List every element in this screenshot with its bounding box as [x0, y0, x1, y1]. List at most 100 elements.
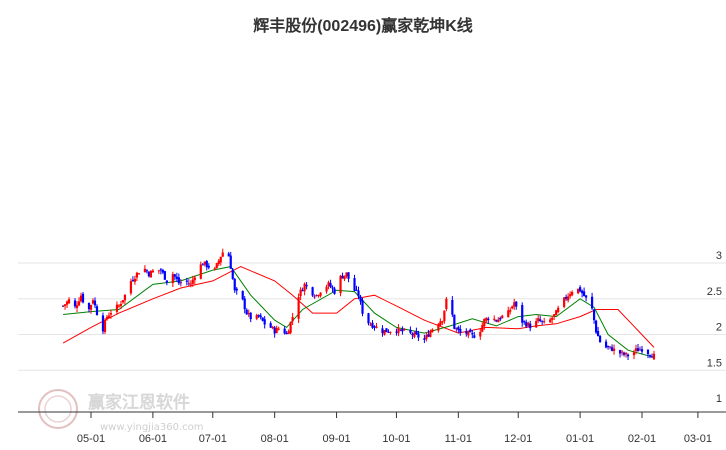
y-tick-label: 3 [716, 250, 722, 262]
candle-body [648, 355, 652, 357]
candle-body [259, 315, 262, 318]
candle-body [353, 278, 356, 291]
candle-body [371, 322, 374, 328]
candle-body [245, 309, 248, 315]
candle-body [383, 330, 386, 335]
candle-body [652, 353, 656, 360]
candle-body [399, 329, 402, 331]
candle-body [511, 306, 514, 309]
y-tick-label: 2 [716, 322, 722, 334]
candle-body [427, 334, 430, 337]
candle-body [331, 287, 334, 289]
candle-body [457, 327, 460, 330]
candle-body [425, 335, 428, 339]
candle-body [311, 287, 314, 296]
candle-body [291, 317, 294, 322]
candle-body [359, 296, 362, 302]
candle-body [201, 264, 204, 266]
candle-body [361, 300, 364, 314]
candle-body [171, 274, 174, 284]
candle-body [109, 313, 113, 315]
candle-body [604, 341, 608, 348]
candle-body [137, 273, 141, 275]
candle-body [640, 349, 644, 352]
candle-body [147, 271, 150, 277]
candle-body [131, 280, 135, 282]
candle-body [115, 304, 119, 312]
candle-body [638, 349, 642, 351]
candle-body [646, 349, 650, 355]
candle-body [481, 325, 484, 332]
candle-body [473, 335, 476, 338]
candle-body [465, 331, 468, 334]
candle-body [327, 282, 330, 287]
candle-body [431, 329, 434, 332]
candle-body [610, 347, 614, 351]
candle-body [443, 310, 446, 322]
candle-body [145, 270, 148, 272]
candle-body [381, 328, 384, 334]
candle-body [459, 329, 462, 333]
candle-body [79, 295, 83, 302]
candle-body [191, 279, 194, 284]
candle-body [451, 299, 454, 315]
candle-body [231, 269, 234, 279]
candle-body [135, 272, 139, 278]
candle-body [606, 345, 610, 348]
candle-body [469, 329, 472, 333]
candle-body [583, 291, 586, 297]
watermark: 赢家江恩软件 www.yingjia360.com [38, 389, 204, 433]
candle-body [301, 290, 304, 292]
candle-body [221, 252, 224, 257]
candle-body [636, 348, 640, 352]
candle-body [217, 260, 220, 265]
candle-body [513, 302, 516, 307]
candle-body [453, 314, 456, 329]
candle-body [203, 261, 206, 265]
ma-short-line [63, 266, 655, 358]
candle-body [401, 328, 404, 332]
x-tick-label: 03-01 [684, 433, 712, 445]
candle-body [483, 318, 486, 327]
x-tick-label: 01-01 [566, 433, 594, 445]
candle-body [577, 288, 580, 294]
x-tick-label: 05-01 [77, 433, 105, 445]
candle-body [596, 331, 600, 337]
candle-body [497, 319, 500, 323]
candle-body [193, 277, 196, 281]
candle-body [243, 298, 246, 310]
candle-body [157, 270, 160, 272]
candle-body [219, 256, 222, 263]
candle-body [397, 327, 400, 334]
candle-body [185, 280, 188, 282]
candle-body [509, 309, 512, 312]
candle-body [385, 328, 388, 333]
candle-body [173, 274, 176, 277]
candle-body [345, 272, 348, 277]
candle-body [87, 303, 91, 310]
candle-body [63, 304, 67, 306]
candle-body [287, 331, 290, 335]
candle-body [257, 314, 260, 317]
grid-layer [18, 262, 726, 371]
chart-title: 辉丰股份(002496)赢家乾坤K线 [253, 18, 473, 35]
candle-body [409, 329, 412, 333]
candle-body [373, 326, 376, 328]
candle-body [612, 348, 616, 351]
candle-body [235, 288, 238, 291]
candle-body [355, 289, 358, 291]
candle-body [105, 316, 109, 319]
candle-body [313, 296, 316, 298]
candle-body [213, 268, 216, 270]
candle-body [437, 324, 440, 331]
candle-body [343, 275, 346, 280]
candle-body [411, 333, 414, 336]
candle-body [65, 301, 69, 305]
candle-body [608, 346, 612, 348]
candle-body [565, 296, 568, 299]
candle-body [485, 318, 488, 321]
ma-long-line [62, 266, 655, 348]
candle-body [592, 309, 596, 321]
candle-body [415, 330, 418, 335]
